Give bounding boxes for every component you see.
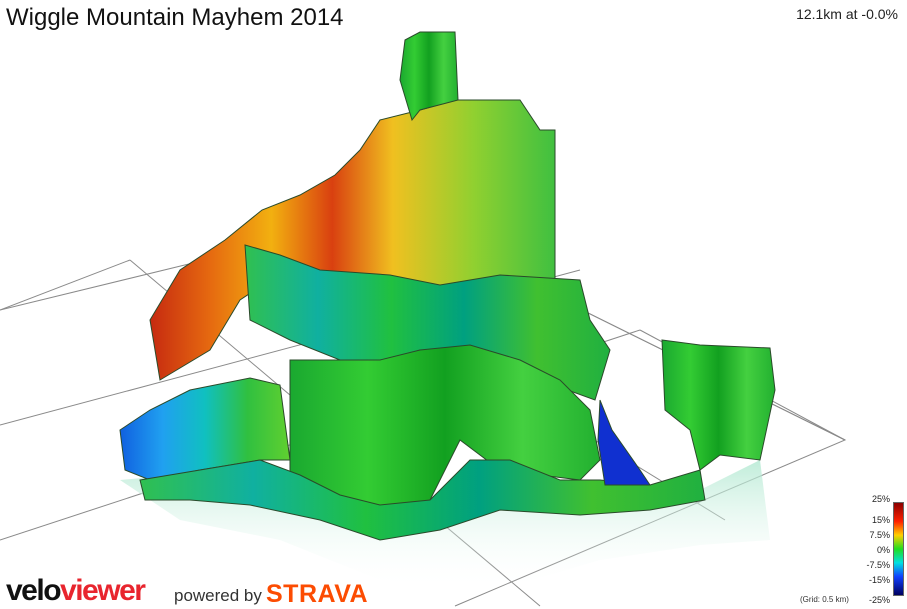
legend-label-0: 0% (876, 545, 890, 555)
ridge-peak (399, 31, 459, 122)
veloviewer-logo[interactable]: veloviewer (6, 574, 146, 608)
ridge-right-arch (661, 339, 776, 471)
grid-scale-note: (Grid: 0.5 km) (800, 595, 849, 604)
distance-gradient-readout: 12.1km at -0.0% (796, 6, 898, 22)
steep-descent (597, 399, 651, 486)
legend-label-neg-15: -15% (868, 575, 890, 585)
legend-label-25: 25% (871, 494, 890, 504)
logo-velo-text: velo (6, 574, 62, 607)
ridge-front (139, 459, 706, 541)
powered-by-text: powered by (174, 586, 262, 605)
legend-label-neg-7-5: -7.5% (866, 560, 890, 570)
strava-logo[interactable]: STRAVA (266, 580, 369, 608)
legend-label-7-5: 7.5% (869, 530, 890, 540)
legend-label-15: 15% (871, 515, 890, 525)
gradient-legend-bar (893, 502, 904, 596)
logo-viewer-text: viewer (60, 574, 146, 607)
route-title: Wiggle Mountain Mayhem 2014 (6, 4, 344, 31)
legend-label-neg-25: -25% (868, 595, 890, 605)
